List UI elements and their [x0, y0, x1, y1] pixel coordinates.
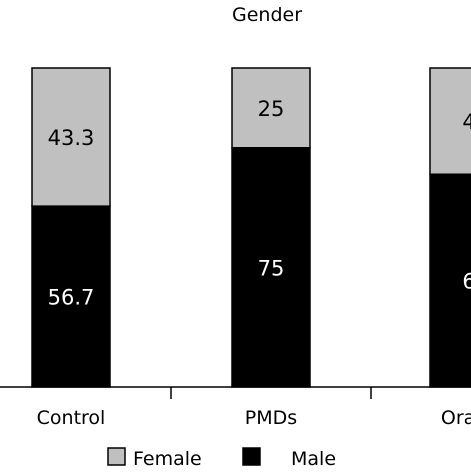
data-label-male-1: 56.7	[48, 286, 95, 310]
bar-female-2	[231, 67, 311, 149]
data-label-female-1: 43.3	[48, 126, 95, 150]
x-tick-label-1: Control	[37, 407, 106, 429]
bar-female-3	[429, 67, 471, 175]
legend-swatch-female	[107, 447, 126, 466]
data-label-male-3: 6	[462, 270, 471, 294]
legend-swatch-male	[242, 447, 261, 466]
chart-title: Gender	[232, 4, 302, 26]
legend-label-female: Female	[133, 448, 202, 470]
data-label-female-3: 4	[462, 110, 471, 134]
legend: Female Male	[107, 447, 336, 470]
x-tick-label-2: PMDs	[245, 407, 297, 429]
bar-female-1	[31, 67, 111, 207]
legend-label-male: Male	[291, 448, 336, 470]
bar-male-1	[31, 205, 111, 388]
bar-male-3	[429, 173, 471, 388]
bars-layer: 56.7 43.3 75 25 6 4	[31, 67, 471, 388]
data-label-male-2: 75	[258, 256, 285, 280]
x-axis-labels: Control PMDs Oral c	[37, 407, 471, 429]
x-tick-label-3: Oral c	[441, 407, 471, 429]
x-axis-ticks	[170, 387, 372, 399]
data-label-female-2: 25	[258, 97, 285, 121]
